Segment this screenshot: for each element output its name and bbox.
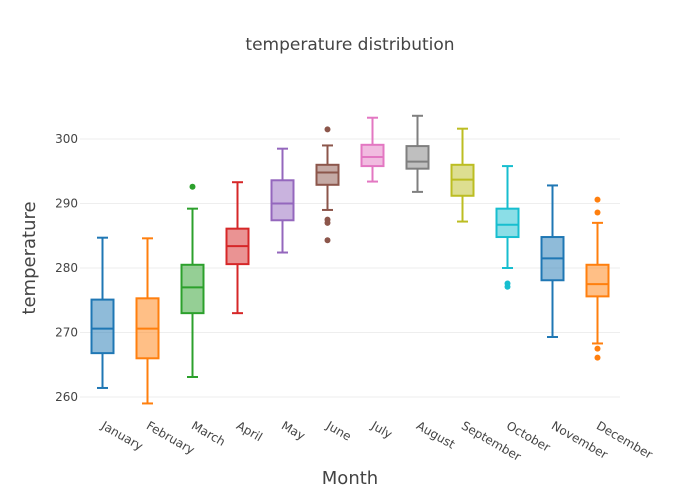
y-tick-label: 290 bbox=[55, 197, 78, 211]
iqr-box bbox=[180, 263, 205, 315]
x-tick-label: February bbox=[144, 418, 197, 457]
outlier-point bbox=[594, 196, 601, 203]
iqr-box bbox=[585, 263, 610, 298]
x-tick-label: January bbox=[98, 418, 145, 453]
x-tick-label: August bbox=[414, 418, 458, 451]
chart-title: temperature distribution bbox=[245, 35, 454, 55]
y-tick-label: 280 bbox=[55, 261, 78, 275]
y-tick-label: 270 bbox=[55, 326, 78, 340]
iqr-box bbox=[360, 143, 385, 168]
x-tick-label: April bbox=[234, 418, 265, 444]
y-axis-title: temperature bbox=[19, 201, 40, 314]
outlier-point bbox=[324, 126, 331, 133]
iqr-box bbox=[90, 298, 115, 355]
box-june bbox=[315, 126, 340, 244]
box-may bbox=[270, 147, 295, 254]
outlier-point bbox=[324, 219, 331, 226]
box-january bbox=[90, 236, 115, 389]
box-february bbox=[135, 237, 160, 405]
box-october bbox=[495, 165, 520, 290]
x-tick-label: May bbox=[279, 418, 307, 443]
y-axis-ticks: 260 270 280 290 300 bbox=[55, 132, 78, 404]
iqr-box bbox=[315, 163, 340, 186]
x-axis-title: Month bbox=[322, 468, 378, 489]
box-september bbox=[450, 127, 475, 223]
x-tick-label: July bbox=[368, 418, 395, 441]
x-tick-label: June bbox=[323, 418, 354, 444]
outlier-point bbox=[324, 237, 331, 244]
gridlines bbox=[80, 138, 620, 398]
box-august bbox=[405, 114, 430, 193]
y-tick-label: 300 bbox=[55, 132, 78, 146]
box-april bbox=[225, 181, 250, 315]
iqr-box bbox=[405, 145, 430, 170]
outlier-point bbox=[594, 354, 601, 361]
box-july bbox=[360, 116, 385, 183]
outlier-point bbox=[504, 283, 511, 290]
box-december bbox=[585, 196, 610, 361]
box-november bbox=[540, 184, 565, 339]
outlier-point bbox=[594, 345, 601, 352]
iqr-box bbox=[495, 207, 520, 239]
y-tick-label: 260 bbox=[55, 390, 78, 404]
iqr-box bbox=[270, 179, 295, 222]
outlier-point bbox=[189, 183, 196, 190]
box-series bbox=[90, 114, 610, 405]
box-march bbox=[180, 183, 205, 379]
outlier-point bbox=[594, 209, 601, 216]
